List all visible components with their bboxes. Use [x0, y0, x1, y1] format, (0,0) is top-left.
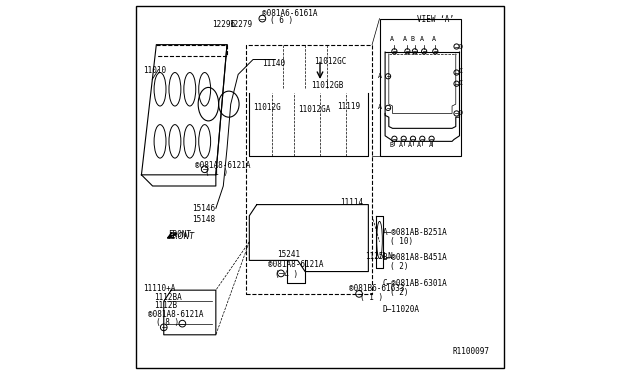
Text: A: A: [390, 36, 394, 42]
Text: ®081A8-6121A: ®081A8-6121A: [195, 161, 251, 170]
Text: B: B: [389, 142, 394, 148]
Text: A: A: [378, 73, 381, 78]
Text: 12279: 12279: [229, 20, 252, 29]
Text: A: A: [429, 142, 433, 148]
Text: 11012GC: 11012GC: [314, 57, 347, 66]
Text: C: C: [458, 68, 462, 74]
Text: ®081B6-61633: ®081B6-61633: [349, 284, 404, 293]
Text: C—®081AB-6301A: C—®081AB-6301A: [383, 279, 447, 288]
Text: A: A: [417, 142, 421, 148]
Text: ( 2): ( 2): [390, 288, 408, 297]
Text: ( 1 ): ( 1 ): [205, 169, 228, 177]
Text: 12296: 12296: [212, 20, 236, 29]
Text: 11012GA: 11012GA: [298, 105, 330, 114]
Text: D—11020A: D—11020A: [383, 305, 419, 314]
Text: A: A: [399, 142, 403, 148]
Text: 11140: 11140: [262, 59, 285, 68]
Text: D: D: [458, 110, 462, 116]
Text: ( 1 ): ( 1 ): [360, 293, 383, 302]
Text: 11114: 11114: [340, 198, 364, 207]
Text: B: B: [411, 36, 415, 42]
Text: 11012G: 11012G: [253, 103, 281, 112]
Text: 15241: 15241: [277, 250, 300, 259]
Text: FRONT: FRONT: [168, 232, 195, 241]
Text: 15148: 15148: [191, 215, 215, 224]
Text: ( 8 ): ( 8 ): [156, 318, 179, 327]
Text: 11012GB: 11012GB: [310, 81, 343, 90]
Text: VIEW ‘A’: VIEW ‘A’: [417, 15, 454, 24]
Text: FRONT: FRONT: [168, 230, 192, 239]
Text: 1112B: 1112B: [154, 301, 177, 310]
Bar: [380, 19, 461, 156]
Text: 11119: 11119: [337, 102, 360, 110]
Text: ®081A8-6121A: ®081A8-6121A: [268, 260, 323, 269]
Text: D: D: [458, 44, 462, 49]
Text: 1125LN: 1125LN: [365, 252, 392, 261]
Text: ( 2): ( 2): [390, 262, 408, 271]
Text: ( 10): ( 10): [390, 237, 413, 246]
Text: A—®081AB-B251A: A—®081AB-B251A: [383, 228, 447, 237]
Text: ( 6 ): ( 6 ): [270, 16, 293, 25]
Text: 1112BA: 1112BA: [154, 293, 182, 302]
Text: A: A: [408, 142, 412, 148]
Text: 11010: 11010: [143, 66, 166, 75]
Text: 15146: 15146: [191, 204, 215, 213]
Text: A: A: [403, 36, 407, 42]
Text: A: A: [420, 36, 424, 42]
Text: ®081A8-6121A: ®081A8-6121A: [148, 310, 204, 319]
Text: ®081A6-6161A: ®081A6-6161A: [262, 9, 318, 17]
Text: A: A: [431, 36, 435, 42]
Text: A: A: [378, 104, 381, 110]
Text: 11110+A: 11110+A: [143, 284, 175, 293]
Bar: [246, 45, 372, 294]
Text: ( 4 ): ( 4 ): [275, 270, 298, 279]
Text: R1100097: R1100097: [452, 347, 489, 356]
Text: C: C: [458, 80, 462, 86]
Text: B—®081A8-B451A: B—®081A8-B451A: [383, 253, 447, 262]
